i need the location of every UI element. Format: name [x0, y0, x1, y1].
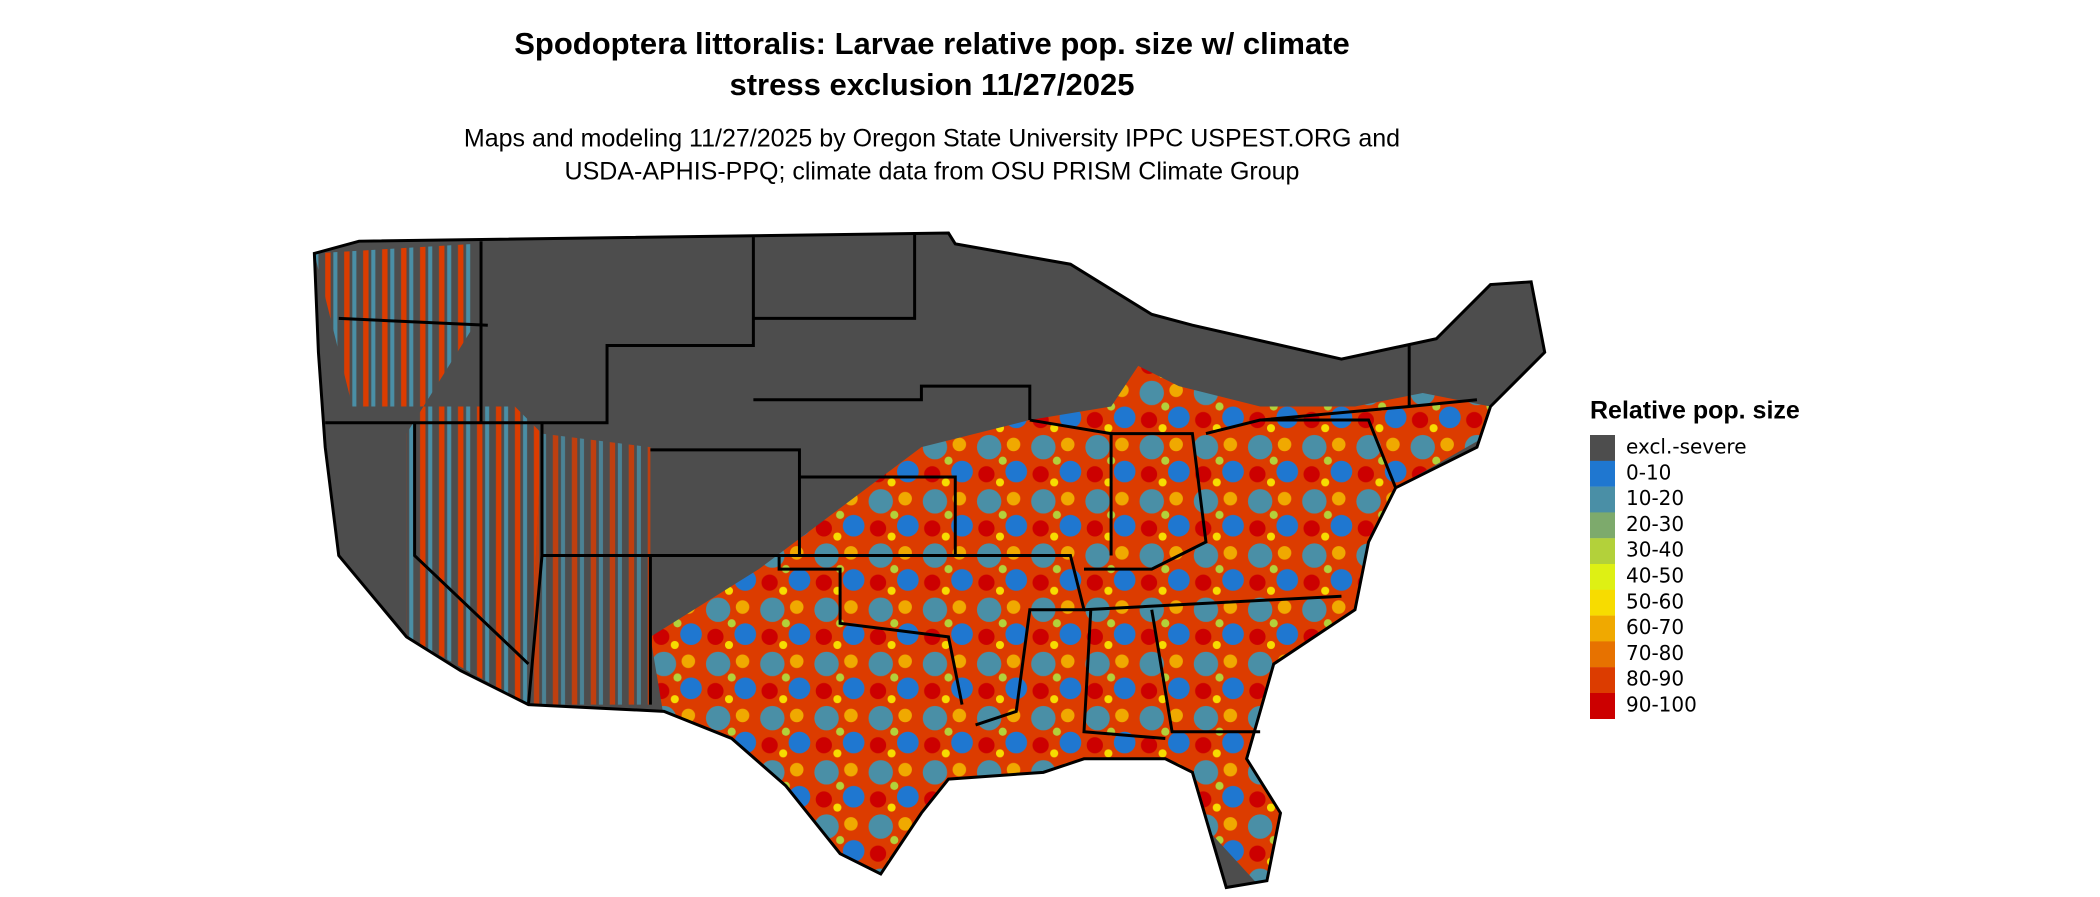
legend-swatch: [1590, 641, 1615, 668]
legend-label: 30-40: [1626, 538, 1684, 562]
legend-label: 50-60: [1626, 589, 1684, 613]
legend-swatch: [1590, 615, 1615, 642]
legend-label: 60-70: [1626, 615, 1684, 639]
legend-swatch: [1590, 564, 1615, 590]
legend: Relative pop. size excl.-severe0-1010-20…: [1590, 397, 1800, 719]
subtitle-line: USDA-APHIS-PPQ; climate data from OSU PR…: [565, 158, 1300, 186]
legend-label: 40-50: [1626, 564, 1684, 588]
legend-swatch: [1590, 589, 1615, 616]
legend-label: 90-100: [1626, 693, 1697, 717]
legend-swatch: [1590, 486, 1615, 513]
legend-label: 0-10: [1626, 460, 1671, 484]
legend-label: 20-30: [1626, 512, 1684, 536]
title-line: Spodoptera littoralis: Larvae relative p…: [514, 26, 1350, 61]
legend-swatch: [1590, 538, 1615, 565]
us-map: [312, 231, 1547, 890]
legend-swatch: [1590, 667, 1615, 694]
legend-label: 70-80: [1626, 641, 1684, 665]
state-borders: [312, 231, 1547, 890]
legend-label: 10-20: [1626, 486, 1684, 510]
legend-swatch: [1590, 693, 1615, 719]
legend-title: Relative pop. size: [1590, 397, 1800, 425]
legend-swatch: [1590, 460, 1615, 487]
title-line: stress exclusion 11/27/2025: [729, 67, 1134, 102]
legend-swatch: [1590, 435, 1615, 461]
west-coast-area: [314, 243, 542, 705]
southwest-area: [528, 433, 651, 705]
legend-label: excl.-severe: [1626, 435, 1747, 459]
subtitle-line: Maps and modeling 11/27/2025 by Oregon S…: [464, 125, 1400, 153]
suitable-area: [650, 365, 1491, 888]
legend-label: 80-90: [1626, 667, 1684, 691]
legend-swatch: [1590, 512, 1615, 539]
